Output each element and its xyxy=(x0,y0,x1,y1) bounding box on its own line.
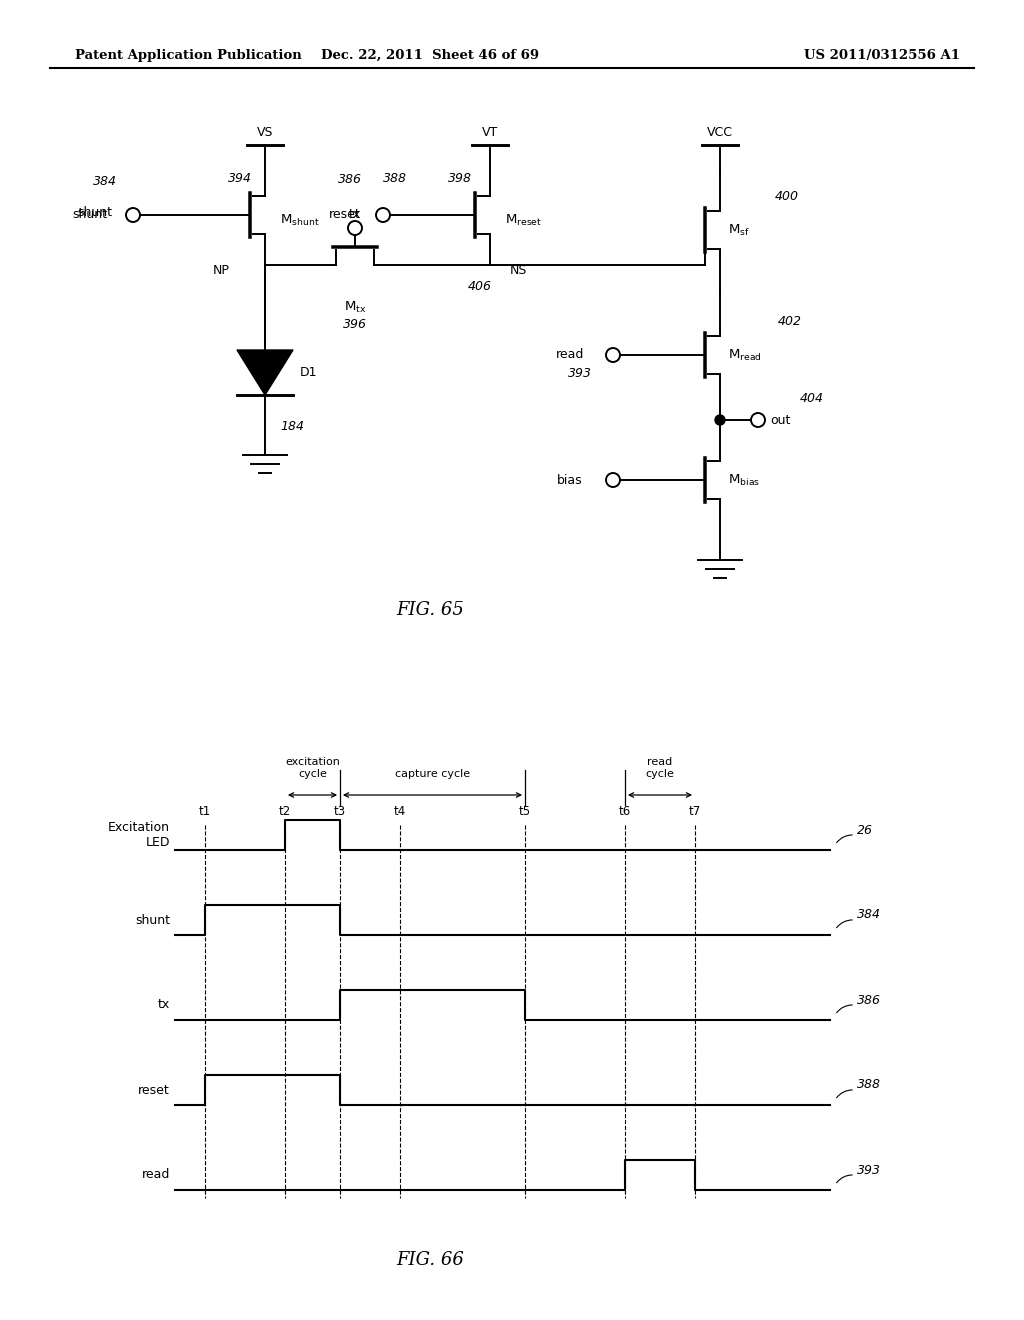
Polygon shape xyxy=(237,350,293,395)
Text: VS: VS xyxy=(257,125,273,139)
Text: 393: 393 xyxy=(857,1163,881,1176)
Text: read: read xyxy=(556,348,584,362)
Text: capture cycle: capture cycle xyxy=(395,770,470,779)
Text: D1: D1 xyxy=(300,366,317,379)
Text: 384: 384 xyxy=(857,908,881,921)
Text: M$_{\mathregular{sf}}$: M$_{\mathregular{sf}}$ xyxy=(728,223,750,238)
Text: t4: t4 xyxy=(394,805,407,818)
Text: 184: 184 xyxy=(280,420,304,433)
Text: Patent Application Publication: Patent Application Publication xyxy=(75,49,302,62)
Text: 398: 398 xyxy=(449,172,472,185)
Text: bias: bias xyxy=(557,474,583,487)
Text: t5: t5 xyxy=(519,805,531,818)
Text: M$_{\mathregular{reset}}$: M$_{\mathregular{reset}}$ xyxy=(505,213,542,227)
Text: 386: 386 xyxy=(857,994,881,1006)
Text: 26: 26 xyxy=(857,824,873,837)
Text: M$_{\mathregular{tx}}$: M$_{\mathregular{tx}}$ xyxy=(344,300,367,315)
Text: M$_{\mathregular{read}}$: M$_{\mathregular{read}}$ xyxy=(728,347,762,363)
Text: 396: 396 xyxy=(343,318,367,331)
Text: 404: 404 xyxy=(800,392,824,405)
Text: 388: 388 xyxy=(383,172,407,185)
Text: excitation
cycle: excitation cycle xyxy=(285,758,340,779)
Text: tx: tx xyxy=(349,209,361,222)
Text: 406: 406 xyxy=(468,280,492,293)
Text: read: read xyxy=(141,1168,170,1181)
Text: shunt: shunt xyxy=(78,206,113,219)
Text: M$_{\mathregular{shunt}}$: M$_{\mathregular{shunt}}$ xyxy=(280,213,319,227)
Text: reset: reset xyxy=(138,1084,170,1097)
Text: reset: reset xyxy=(329,209,360,222)
Text: t2: t2 xyxy=(279,805,291,818)
Text: t6: t6 xyxy=(618,805,631,818)
Text: US 2011/0312556 A1: US 2011/0312556 A1 xyxy=(804,49,961,62)
Text: Dec. 22, 2011  Sheet 46 of 69: Dec. 22, 2011 Sheet 46 of 69 xyxy=(321,49,539,62)
Text: 384: 384 xyxy=(93,176,117,187)
Text: read
cycle: read cycle xyxy=(645,758,675,779)
Text: VT: VT xyxy=(482,125,498,139)
Text: 394: 394 xyxy=(228,172,252,185)
Text: 386: 386 xyxy=(338,173,362,186)
Text: Excitation
LED: Excitation LED xyxy=(108,821,170,849)
Text: NS: NS xyxy=(510,264,527,276)
Circle shape xyxy=(715,414,725,425)
Text: tx: tx xyxy=(158,998,170,1011)
Text: FIG. 66: FIG. 66 xyxy=(396,1251,464,1269)
Text: FIG. 65: FIG. 65 xyxy=(396,601,464,619)
Text: M$_{\mathregular{bias}}$: M$_{\mathregular{bias}}$ xyxy=(728,473,760,487)
Text: t7: t7 xyxy=(689,805,701,818)
Text: NP: NP xyxy=(213,264,230,276)
Text: t3: t3 xyxy=(334,805,346,818)
Text: shunt: shunt xyxy=(73,209,108,222)
Text: 402: 402 xyxy=(778,315,802,327)
Text: 393: 393 xyxy=(568,367,592,380)
Text: 388: 388 xyxy=(857,1078,881,1092)
Text: out: out xyxy=(770,413,791,426)
Text: VCC: VCC xyxy=(707,125,733,139)
Text: shunt: shunt xyxy=(135,913,170,927)
Text: t1: t1 xyxy=(199,805,211,818)
Text: 400: 400 xyxy=(775,190,799,203)
